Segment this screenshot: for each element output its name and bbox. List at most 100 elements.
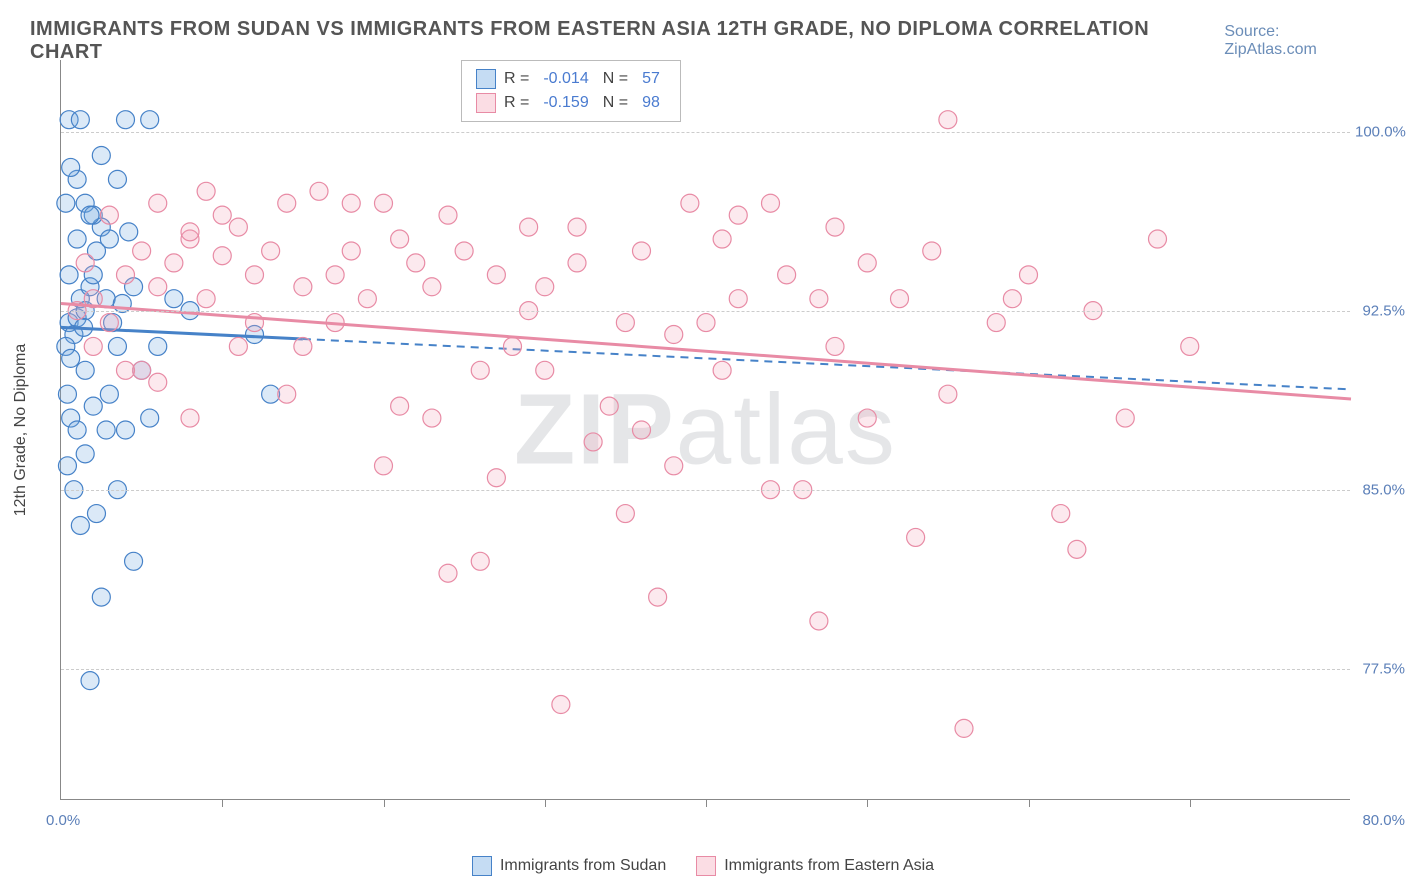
scatter-point: [455, 242, 473, 260]
scatter-point: [375, 194, 393, 212]
scatter-point: [697, 314, 715, 332]
scatter-point: [439, 206, 457, 224]
scatter-point: [71, 516, 89, 534]
scatter-point: [81, 672, 99, 690]
gridline-h: [61, 311, 1350, 312]
scatter-point: [262, 242, 280, 260]
scatter-point: [68, 421, 86, 439]
scatter-point: [262, 385, 280, 403]
scatter-point: [81, 206, 99, 224]
gridline-h: [61, 669, 1350, 670]
scatter-point: [1181, 337, 1199, 355]
scatter-point: [294, 278, 312, 296]
scatter-point: [487, 266, 505, 284]
scatter-point: [165, 254, 183, 272]
scatter-point: [391, 397, 409, 415]
scatter-point: [536, 278, 554, 296]
scatter-point: [62, 349, 80, 367]
gridline-h: [61, 490, 1350, 491]
scatter-point: [584, 433, 602, 451]
scatter-point: [600, 397, 618, 415]
scatter-point: [181, 223, 199, 241]
y-tick-label: 77.5%: [1355, 660, 1405, 677]
scatter-point: [826, 218, 844, 236]
scatter-point: [149, 278, 167, 296]
scatter-point: [57, 194, 75, 212]
scatter-point: [762, 194, 780, 212]
scatter-point: [60, 266, 78, 284]
r-value: -0.014: [543, 70, 588, 88]
scatter-point: [97, 421, 115, 439]
x-tick: [384, 799, 385, 807]
scatter-point: [213, 247, 231, 265]
y-tick-label: 100.0%: [1355, 123, 1405, 140]
scatter-point: [100, 230, 118, 248]
scatter-point: [92, 588, 110, 606]
scatter-point: [117, 266, 135, 284]
scatter-point: [68, 230, 86, 248]
legend-swatch: [696, 856, 716, 876]
n-label: N =: [603, 70, 628, 88]
scatter-point: [939, 385, 957, 403]
scatter-point: [810, 290, 828, 308]
scatter-point: [1116, 409, 1134, 427]
scatter-point: [246, 266, 264, 284]
legend-swatch: [476, 69, 496, 89]
stats-legend-row: R =-0.014N =57: [476, 67, 666, 91]
x-max-label: 80.0%: [1362, 812, 1405, 829]
scatter-point: [858, 254, 876, 272]
scatter-point: [858, 409, 876, 427]
scatter-point: [616, 505, 634, 523]
legend-label: Immigrants from Eastern Asia: [724, 857, 934, 875]
scatter-point: [92, 146, 110, 164]
scatter-point: [891, 290, 909, 308]
scatter-point: [149, 194, 167, 212]
scatter-point: [181, 409, 199, 427]
scatter-point: [665, 457, 683, 475]
x-tick: [706, 799, 707, 807]
scatter-point: [149, 373, 167, 391]
n-value: 57: [642, 70, 660, 88]
scatter-point: [552, 696, 570, 714]
scatter-point: [342, 242, 360, 260]
scatter-point: [84, 337, 102, 355]
r-value: -0.159: [543, 94, 588, 112]
scatter-point: [810, 612, 828, 630]
scatter-point: [568, 218, 586, 236]
scatter-point: [149, 337, 167, 355]
scatter-point: [100, 314, 118, 332]
scatter-point: [294, 337, 312, 355]
scatter-point: [229, 337, 247, 355]
scatter-point: [108, 170, 126, 188]
scatter-point: [62, 158, 80, 176]
x-tick: [1190, 799, 1191, 807]
scatter-point: [487, 469, 505, 487]
scatter-point: [84, 397, 102, 415]
scatter-point: [568, 254, 586, 272]
regression-line-solid: [61, 327, 303, 339]
scatter-point: [117, 421, 135, 439]
header: IMMIGRANTS FROM SUDAN VS IMMIGRANTS FROM…: [30, 18, 1376, 64]
stats-legend-row: R =-0.159N =98: [476, 91, 666, 115]
scatter-svg: [61, 60, 1350, 799]
scatter-point: [1052, 505, 1070, 523]
scatter-point: [133, 242, 151, 260]
scatter-point: [71, 111, 89, 129]
scatter-point: [165, 290, 183, 308]
x-tick: [545, 799, 546, 807]
scatter-point: [342, 194, 360, 212]
scatter-point: [117, 111, 135, 129]
scatter-point: [141, 111, 159, 129]
n-value: 98: [642, 94, 660, 112]
scatter-point: [117, 361, 135, 379]
scatter-point: [58, 385, 76, 403]
scatter-point: [310, 182, 328, 200]
legend-item: Immigrants from Sudan: [472, 856, 666, 876]
scatter-point: [197, 182, 215, 200]
scatter-point: [713, 361, 731, 379]
chart-plot-area: 12th Grade, No Diploma ZIPatlas R =-0.01…: [60, 60, 1350, 800]
scatter-point: [423, 278, 441, 296]
scatter-point: [633, 242, 651, 260]
scatter-point: [504, 337, 522, 355]
x-tick: [867, 799, 868, 807]
